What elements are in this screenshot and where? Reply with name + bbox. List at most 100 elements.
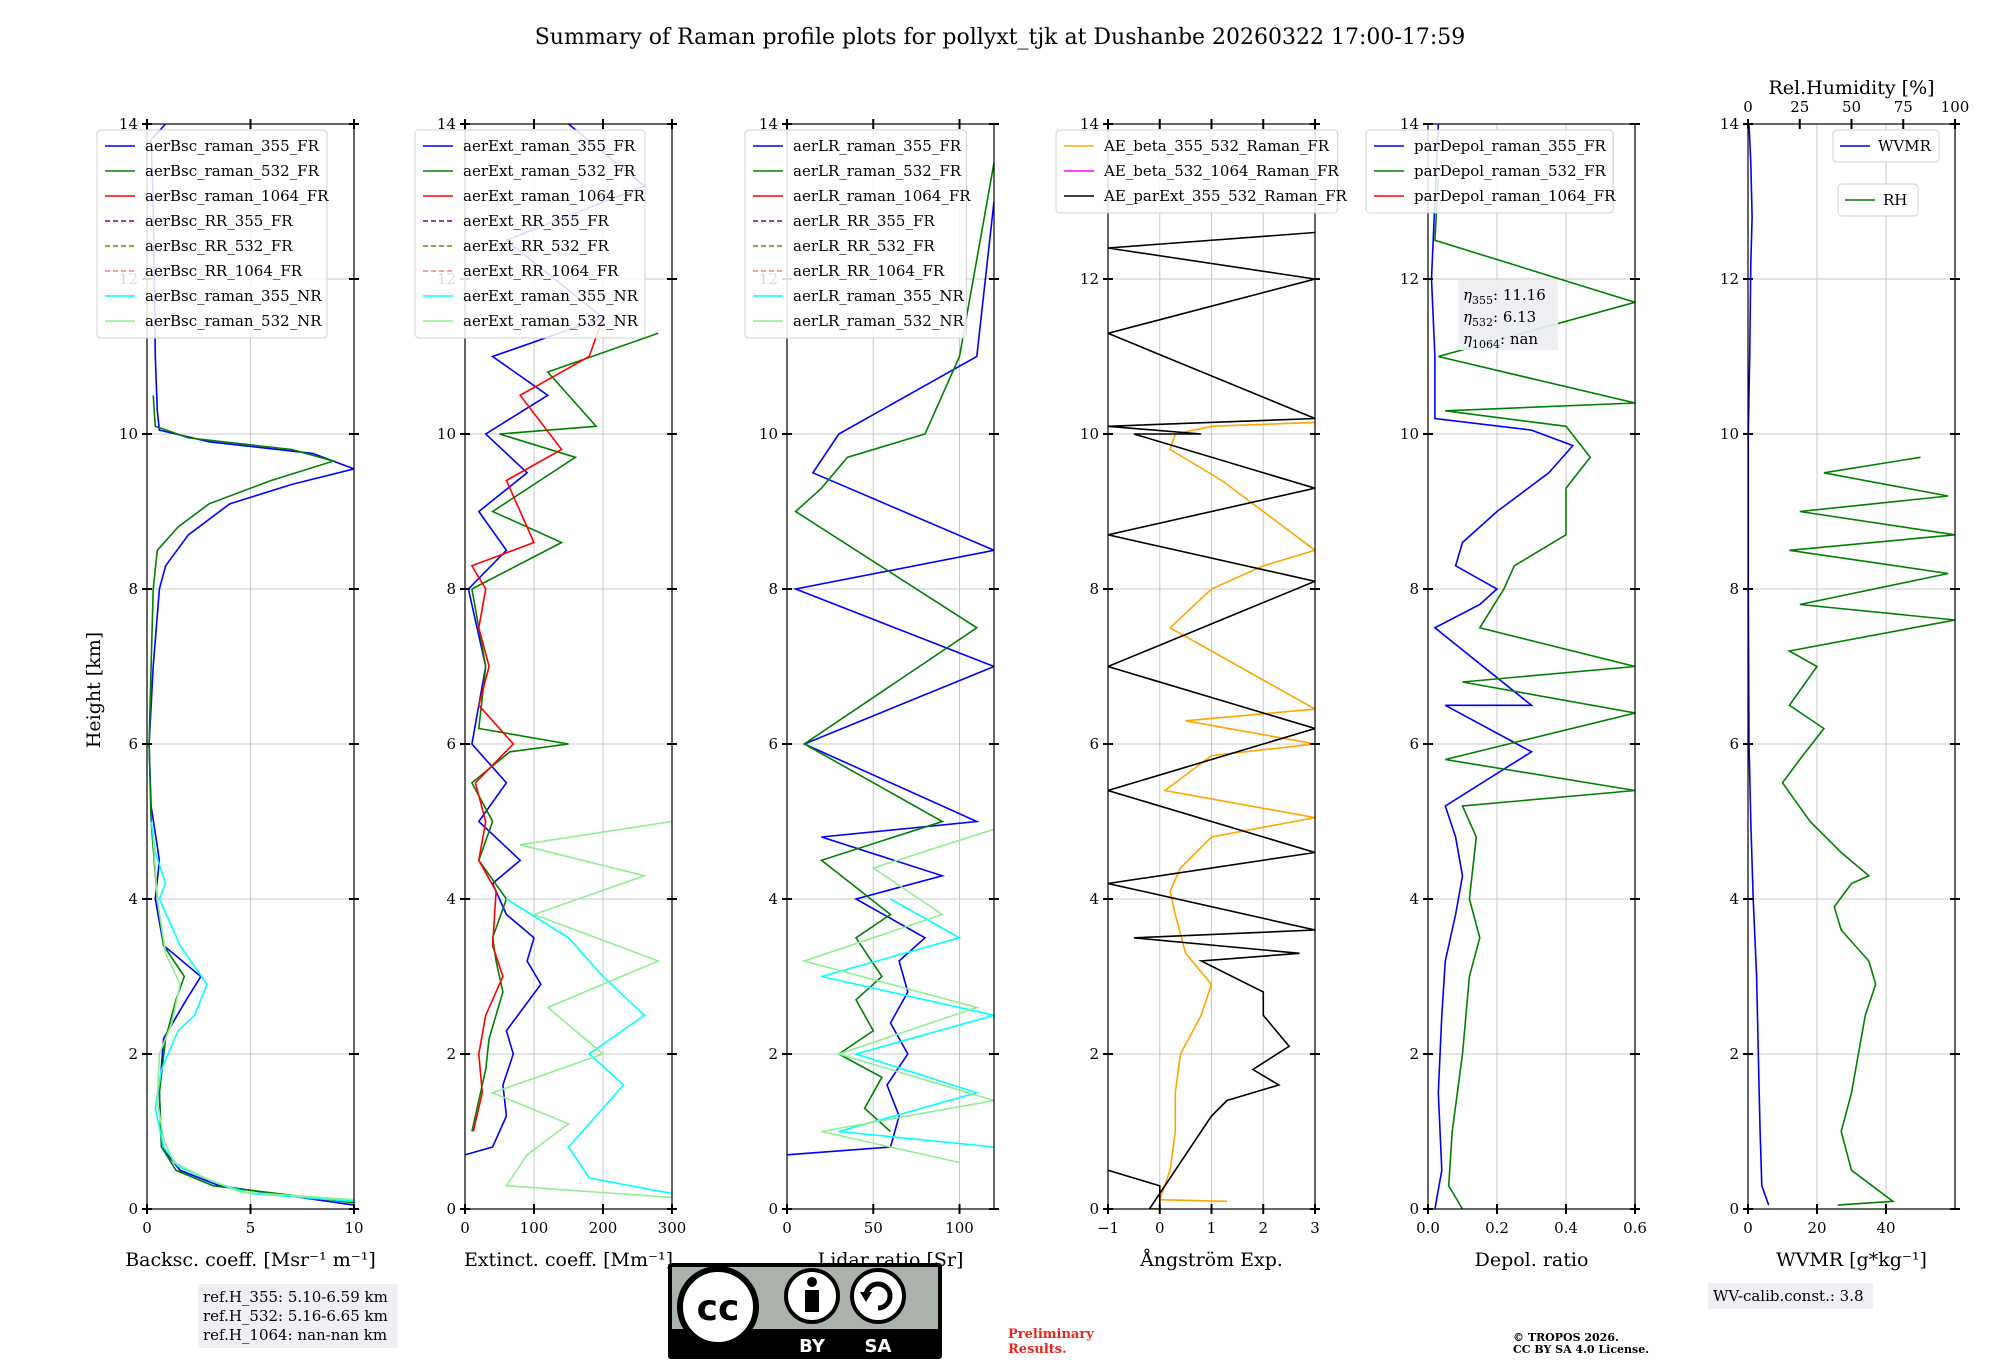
legend-entry: parDepol_raman_1064_FR (1414, 187, 1616, 205)
share-alike-icon (850, 1268, 906, 1324)
y-tick-label: 4 (1409, 890, 1419, 908)
x-axis-label: Depol. ratio (1475, 1249, 1589, 1271)
legend-entry: parDepol_raman_532_FR (1414, 162, 1607, 180)
legend-entry: aerExt_raman_532_FR (463, 162, 636, 180)
y-tick-label: 0 (1089, 1200, 1099, 1218)
x-tick-label: 100 (945, 1219, 974, 1237)
chart-title: Summary of Raman profile plots for polly… (535, 25, 1466, 50)
legend-entry: aerBsc_RR_532_FR (145, 237, 293, 255)
y-tick-label: 6 (1409, 735, 1419, 753)
series-parDepol_raman_355_FR (1430, 124, 1575, 1209)
panel-lidar_ratio: 02468101214050100Lidar ratio [Sr]aerLR_r… (744, 115, 999, 1271)
legend-entry: parDepol_raman_355_FR (1414, 137, 1607, 155)
legend-entry: aerLR_RR_1064_FR (793, 262, 945, 280)
legend-entry: aerLR_raman_355_NR (793, 287, 964, 305)
y-tick-label: 2 (1729, 1045, 1739, 1063)
panel-depol: 0 2 4 6 8 10 12 14 0.0 0.2 0.4 0.6 Depol. ratio parDe… (1365, 115, 1647, 1271)
y-tick-label: 14 (437, 115, 456, 133)
y-tick-label: 0 (768, 1200, 778, 1218)
x-tick-label: 0 (782, 1219, 792, 1237)
series-aerExt_raman_355_FR (465, 124, 646, 1156)
legend-entry: RH (1883, 191, 1907, 209)
y-tick-label: 0 (446, 1200, 456, 1218)
top-tick-label: 50 (1842, 98, 1861, 116)
legend-entry: aerBsc_RR_1064_FR (145, 262, 303, 280)
x-axis-label: Extinct. coeff. [Mm⁻¹] (464, 1249, 673, 1271)
x-tick-label: 10 (344, 1219, 363, 1237)
y-tick-label: 4 (446, 890, 456, 908)
x-tick-label: 5 (246, 1219, 256, 1237)
series-aerExt_raman_355_NR (505, 898, 672, 1195)
x-tick-label: 0 (142, 1219, 152, 1237)
legend-entry: AE_beta_532_1064_Raman_FR (1103, 162, 1339, 180)
y-tick-label: 6 (128, 735, 138, 753)
y-tick-label: 10 (119, 425, 138, 443)
series-aerLR_raman_355_NR (821, 898, 994, 1148)
legend: AE_beta_355_532_Raman_FR AE_beta_532_1064… (1055, 129, 1348, 214)
legend-entry: aerBsc_raman_355_FR (145, 137, 320, 155)
cc-license-badge: cc BY SA (668, 1263, 942, 1359)
y-tick-label: 12 (1400, 270, 1419, 288)
x-tick-label: 0 (1743, 1219, 1753, 1237)
x-tick-label: 3 (1310, 1219, 1320, 1237)
eta-1064: η1064: nan (1463, 330, 1538, 351)
x-tick-label: 20 (1807, 1219, 1826, 1237)
legend-entry: aerExt_RR_355_FR (463, 212, 610, 230)
eta-532: η532: 6.13 (1463, 308, 1536, 329)
legend-entry: aerLR_RR_532_FR (793, 237, 935, 255)
legend-entry: aerExt_raman_532_NR (463, 312, 639, 330)
y-tick-label: 8 (768, 580, 778, 598)
series-aerBsc_raman_355_FR (148, 124, 354, 1206)
y-tick-label: 14 (1080, 115, 1099, 133)
x-tick-label: 40 (1876, 1219, 1895, 1237)
cc-text: cc (697, 1288, 740, 1329)
legend-box (744, 129, 967, 339)
top-tick-label: 25 (1790, 98, 1809, 116)
eta-355: η355: 11.16 (1463, 286, 1546, 307)
sa-label: SA (865, 1336, 892, 1357)
x-tick-label: 300 (658, 1219, 687, 1237)
legend-entry: aerExt_raman_1064_FR (463, 187, 645, 205)
preliminary-label: Preliminary (1008, 1327, 1094, 1342)
y-tick-label: 6 (1729, 735, 1739, 753)
legend: aerBsc_raman_355_FR aerBsc_raman_532_FRae… (96, 129, 329, 339)
x-tick-label: −1 (1097, 1219, 1119, 1237)
legend-entry: aerLR_raman_1064_FR (793, 187, 971, 205)
wv-calib-text: WV-calib.const.: 3.8 (1713, 1287, 1864, 1305)
y-tick-label: 6 (1089, 735, 1099, 753)
y-tick-label: 14 (1720, 115, 1739, 133)
y-tick-label: 4 (128, 890, 138, 908)
y-tick-label: 10 (1400, 425, 1419, 443)
x-tick-label: 0 (460, 1219, 470, 1237)
series-AE_beta_355_532_Raman_FR (1158, 421, 1315, 1203)
x-tick-label: 50 (864, 1219, 883, 1237)
cc-icon (677, 1266, 759, 1348)
y-tick-label: 2 (1409, 1045, 1419, 1063)
y-tick-label: 2 (446, 1045, 456, 1063)
x-tick-label: 100 (520, 1219, 549, 1237)
series-aerExt_raman_1064_FR (470, 317, 604, 1132)
ref-height-532: ref.H_532: 5.16-6.65 km (203, 1307, 388, 1325)
y-tick-label: 10 (759, 425, 778, 443)
y-tick-label: 0 (128, 1200, 138, 1218)
x-tick-label: 0.0 (1416, 1219, 1440, 1237)
series-aerBsc_raman_532_NR (152, 836, 354, 1201)
y-tick-label: 4 (1729, 890, 1739, 908)
copyright-line: © TROPOS 2026. (1513, 1331, 1619, 1344)
y-tick-label: 8 (446, 580, 456, 598)
legend-box-wvmr (1832, 129, 1940, 163)
legend-box (96, 129, 328, 339)
legend-entry: aerBsc_raman_1064_FR (145, 187, 329, 205)
by-label: BY (799, 1336, 826, 1357)
x-tick-label: 0.4 (1554, 1219, 1578, 1237)
legend-entry: aerBsc_raman_532_NR (145, 312, 322, 330)
legend: aerLR_raman_355_FR aerLR_raman_532_FR aerL… (744, 129, 971, 339)
y-tick-label: 10 (1080, 425, 1099, 443)
x-tick-label: 1 (1207, 1219, 1217, 1237)
legend-entry: aerLR_raman_532_FR (793, 162, 962, 180)
legend: WVMR RH (1832, 129, 1940, 217)
legend-box (414, 129, 646, 339)
y-tick-label: 6 (768, 735, 778, 753)
